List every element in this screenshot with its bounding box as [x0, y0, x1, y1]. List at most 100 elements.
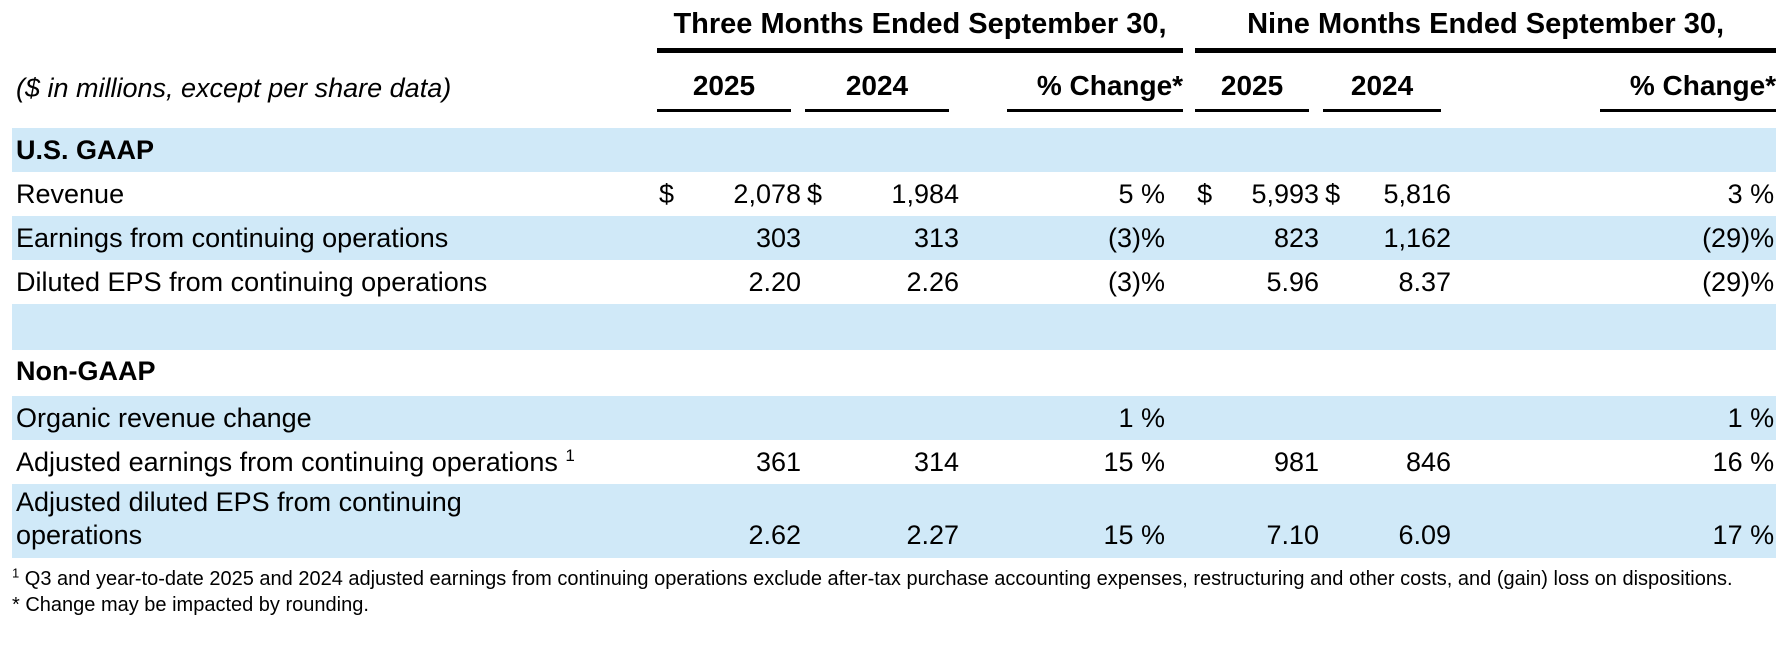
dollar-cell-empty	[805, 484, 837, 558]
spacer-row	[12, 112, 1776, 128]
column-gap	[1183, 6, 1195, 50]
value-9mo-2025	[1223, 396, 1323, 440]
value-9mo-2025: 7.10	[1266, 519, 1320, 550]
pct-change-9mo: (29)%	[1702, 222, 1775, 253]
corner-cell	[12, 6, 657, 50]
dollar-cell-empty	[657, 484, 687, 558]
value-3mo-2025: 2,078	[733, 178, 801, 209]
value-3mo-2025: 361	[755, 446, 801, 477]
column-gap	[1183, 396, 1195, 440]
year-header-label: 2025	[1195, 69, 1310, 112]
section-row-us-gaap: U.S. GAAP	[12, 128, 1777, 172]
year-header-label: 2025	[657, 69, 791, 112]
dollar-cell-empty	[1323, 216, 1355, 260]
table-row-adjusted-diluted-eps: Adjusted diluted EPS from continuing ope…	[12, 484, 1777, 558]
pct-change-9mo: 1 %	[1727, 402, 1775, 433]
pct-change-3mo: 1 %	[1118, 402, 1166, 433]
year-header-9mo-2024: 2024	[1323, 50, 1455, 112]
value-9mo-2024	[1355, 396, 1455, 440]
value-9mo-2025: 5,993	[1251, 178, 1320, 209]
row-label: Earnings from continuing operations	[16, 222, 449, 253]
pct-change-3mo: 5 %	[1118, 178, 1166, 209]
financial-results-table: Three Months Ended September 30, Nine Mo…	[12, 6, 1777, 558]
year-header-label: 2024	[805, 69, 949, 112]
year-header-3mo-2025: 2025	[657, 50, 805, 112]
row-label: Revenue	[16, 178, 125, 209]
year-header-9mo-2025: 2025	[1195, 50, 1323, 112]
dollar-cell-empty	[1195, 484, 1223, 558]
pct-change-3mo: (3)%	[1108, 222, 1166, 253]
row-label: Adjusted diluted EPS from continuing ope…	[16, 487, 462, 550]
column-gap	[1183, 440, 1195, 484]
dollar-cell-empty	[1323, 440, 1355, 484]
column-gap	[1183, 50, 1195, 112]
pct-change-3mo: 15 %	[1103, 519, 1166, 550]
table-row-diluted-eps: Diluted EPS from continuing operations 2…	[12, 260, 1776, 304]
column-gap	[1183, 216, 1195, 260]
value-3mo-2025	[687, 396, 805, 440]
year-header-row: ($ in millions, except per share data) 2…	[12, 50, 1777, 112]
value-3mo-2024	[837, 396, 963, 440]
table-row-organic-revenue: Organic revenue change 1 % 1 %	[12, 396, 1777, 440]
value-9mo-2024: 5,816	[1383, 178, 1452, 209]
section-title: U.S. GAAP	[16, 134, 155, 165]
pct-change-9mo: 17 %	[1712, 519, 1775, 550]
group-header-three-months: Three Months Ended September 30,	[657, 6, 1184, 53]
value-3mo-2024: 2.27	[906, 519, 959, 550]
section-title: Non-GAAP	[16, 355, 156, 386]
section-row-non-gaap: Non-GAAP	[12, 350, 1776, 396]
row-label: Adjusted earnings from continuing operat…	[16, 445, 575, 477]
value-9mo-2024: 1,162	[1383, 222, 1452, 253]
dollar-sign: $	[659, 178, 675, 209]
units-note: ($ in millions, except per share data)	[16, 72, 452, 103]
footnote-1-marker: 1	[12, 565, 20, 581]
dollar-cell-empty	[657, 216, 687, 260]
value-3mo-2025: 303	[755, 222, 801, 253]
period-group-header-row: Three Months Ended September 30, Nine Mo…	[12, 6, 1777, 53]
column-gap	[1183, 260, 1195, 304]
dollar-cell-empty	[805, 440, 837, 484]
dollar-cell-empty	[657, 260, 687, 304]
dollar-cell-empty	[1323, 260, 1355, 304]
year-header-label: 2024	[1323, 69, 1442, 112]
value-9mo-2025: 823	[1274, 222, 1320, 253]
footnote-reference: 1	[565, 445, 575, 465]
dollar-sign: $	[1325, 178, 1341, 209]
column-gap	[1183, 172, 1195, 216]
pct-change-header-label: % Change*	[1006, 69, 1184, 112]
pct-change-header-label: % Change*	[1599, 69, 1777, 112]
value-9mo-2025: 981	[1274, 446, 1320, 477]
footnote-1: 1 Q3 and year-to-date 2025 and 2024 adju…	[12, 566, 1770, 592]
group-header-nine-months: Nine Months Ended September 30,	[1195, 6, 1777, 53]
dollar-cell-empty	[1323, 396, 1355, 440]
pct-change-9mo: (29)%	[1702, 266, 1775, 297]
value-3mo-2024: 2.26	[906, 266, 959, 297]
footnote-asterisk: * Change may be impacted by rounding.	[12, 594, 369, 616]
dollar-cell-empty	[1195, 440, 1223, 484]
footnotes: 1 Q3 and year-to-date 2025 and 2024 adju…	[12, 566, 1770, 618]
dollar-cell-empty	[805, 396, 837, 440]
table-row-revenue: Revenue $ 2,078 $ 1,984 5 % $ 5,993 $ 5,…	[12, 172, 1776, 216]
value-9mo-2024: 6.09	[1398, 519, 1452, 550]
value-3mo-2025: 2.62	[748, 519, 801, 550]
row-label: Organic revenue change	[16, 402, 312, 433]
dollar-cell-empty	[657, 396, 687, 440]
pct-change-header-9mo: % Change*	[1455, 50, 1777, 112]
pct-change-9mo: 16 %	[1712, 446, 1775, 477]
value-3mo-2024: 1,984	[891, 178, 959, 209]
dollar-cell-empty	[805, 216, 837, 260]
pct-change-header-3mo: % Change*	[963, 50, 1184, 112]
value-9mo-2025: 5.96	[1266, 266, 1320, 297]
table-row-earnings: Earnings from continuing operations 303 …	[12, 216, 1777, 260]
dollar-sign: $	[807, 178, 823, 209]
footnote-1-text: Q3 and year-to-date 2025 and 2024 adjust…	[24, 568, 1733, 590]
value-3mo-2025: 2.20	[748, 266, 801, 297]
value-3mo-2024: 314	[913, 446, 959, 477]
column-gap	[1183, 484, 1195, 558]
table-row-adjusted-earnings: Adjusted earnings from continuing operat…	[12, 440, 1776, 484]
row-label: Diluted EPS from continuing operations	[16, 266, 488, 297]
dollar-cell-empty	[1323, 484, 1355, 558]
dollar-cell-empty	[1195, 260, 1223, 304]
dollar-cell-empty	[1195, 216, 1223, 260]
pct-change-3mo: 15 %	[1103, 446, 1166, 477]
